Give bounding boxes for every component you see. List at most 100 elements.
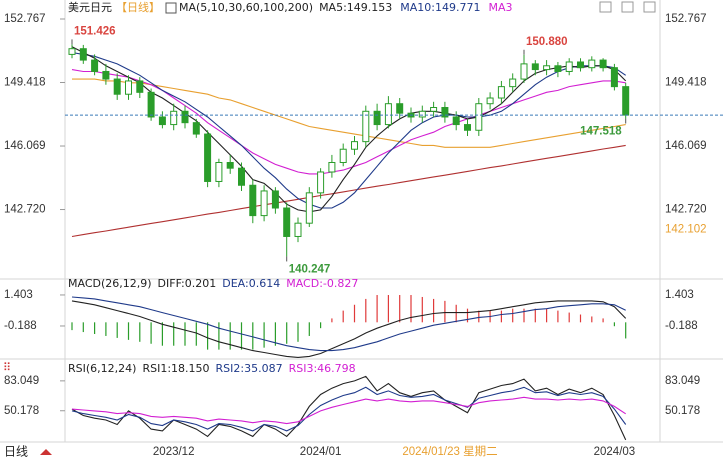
candle-body xyxy=(215,162,223,182)
candle-body xyxy=(136,80,144,93)
ma-params: MA(5,10,30,60,100,200) xyxy=(179,1,313,14)
candle-body xyxy=(249,184,257,217)
series-line xyxy=(71,144,626,238)
candle-body xyxy=(181,110,189,124)
series-line xyxy=(71,300,627,358)
y-tick-label: 152.767 xyxy=(4,13,46,25)
series-line xyxy=(72,78,626,148)
panel-frame xyxy=(0,0,723,443)
period: 【日线】 xyxy=(116,0,160,14)
candle-body xyxy=(226,162,234,169)
candle-body xyxy=(520,63,528,80)
candle-body xyxy=(158,116,166,126)
x-tick-label: 2023/12 xyxy=(153,446,195,458)
candle-body xyxy=(328,162,336,173)
period-toggle[interactable] xyxy=(40,449,52,455)
ma-icon xyxy=(165,2,177,14)
extreme-label: 151.426 xyxy=(74,25,116,37)
y-tick-label: 142.720 xyxy=(4,204,46,216)
candle-body xyxy=(170,110,178,126)
y-tick-label: 50.178 xyxy=(665,405,700,417)
candle-body xyxy=(486,97,494,105)
footer-period[interactable]: 日线 xyxy=(4,445,28,459)
candle-body xyxy=(610,67,618,88)
candle-body xyxy=(125,80,132,95)
y-tick-label: 146.069 xyxy=(665,140,707,152)
candle-body xyxy=(475,103,483,131)
y-tick-label: 142.720 xyxy=(665,204,707,216)
y-tick-label: 152.767 xyxy=(665,13,707,25)
legend-item: RSI3:46.798 xyxy=(289,362,356,375)
candle-body xyxy=(317,171,325,194)
y-tick-label: -0.188 xyxy=(665,320,698,332)
series-line xyxy=(71,375,627,441)
legend-item: DIFF:0.201 xyxy=(158,277,217,290)
y-tick-label: 83.049 xyxy=(4,375,39,387)
legend-item: RSI2:35.087 xyxy=(216,362,283,375)
candle-body xyxy=(452,116,460,126)
symbol: 美元日元 xyxy=(68,1,112,14)
candle-body xyxy=(294,222,302,237)
candle-body xyxy=(396,103,404,114)
candle-body xyxy=(192,122,200,135)
candle-body xyxy=(271,190,279,209)
ma-legend: MA10:149.771 xyxy=(400,1,480,14)
candle-body xyxy=(441,107,449,118)
series-line xyxy=(71,46,627,213)
ma-legend: MA3 xyxy=(489,1,513,14)
candle-body xyxy=(588,59,596,69)
candle-body xyxy=(113,78,121,95)
y-tick-label: -0.188 xyxy=(4,320,37,332)
candle-body xyxy=(79,48,87,61)
legend-item: RSI1:18.150 xyxy=(142,362,209,375)
y-tick-label: 50.178 xyxy=(4,405,39,417)
extreme-label: 140.247 xyxy=(289,263,331,275)
candle-body xyxy=(68,48,76,55)
candle-body xyxy=(339,148,347,163)
candle-body xyxy=(384,103,392,126)
ma-legend: MA5:149.153 xyxy=(319,1,392,14)
candle-body xyxy=(238,167,245,186)
y-tick-label: 146.069 xyxy=(4,140,46,152)
candle-body xyxy=(622,86,630,116)
toolbar-icons[interactable] xyxy=(599,1,656,13)
candle-body xyxy=(102,70,110,80)
x-tick-label: 2024/03 xyxy=(594,446,636,458)
candle-body xyxy=(260,190,268,217)
candle-body xyxy=(430,107,438,112)
legend-item: DEA:0.614 xyxy=(222,277,280,290)
candle-body xyxy=(497,86,505,99)
candle-body xyxy=(531,63,539,71)
candle-body xyxy=(418,110,426,118)
candle-body xyxy=(147,91,155,118)
series-line xyxy=(71,296,626,352)
candle-body xyxy=(577,61,584,69)
candle-body xyxy=(283,207,291,237)
candle-body xyxy=(305,192,313,224)
right-value-label: 142.102 xyxy=(665,223,707,235)
x-tick-label: 2024/01 xyxy=(300,446,342,458)
y-tick-label: 83.049 xyxy=(665,375,700,387)
candle-body xyxy=(543,65,551,71)
header: 美元日元 【日线】 MA(5,10,30,60,100,200) xyxy=(68,0,313,14)
candle-body xyxy=(565,61,573,72)
cursor-date: 2024/01/23 星期二 xyxy=(402,445,497,458)
candle-body xyxy=(373,110,381,126)
panel-title: RSI(6,12,24) xyxy=(68,362,136,375)
candle-body xyxy=(509,78,517,88)
candle-body xyxy=(554,65,562,72)
candle-body xyxy=(204,133,212,182)
y-tick-label: 149.418 xyxy=(665,77,707,89)
panel-menu-icon[interactable]: ⠿ xyxy=(3,361,11,374)
y-tick-label: 1.403 xyxy=(4,289,33,301)
candle-body xyxy=(464,124,471,131)
candle-body xyxy=(599,59,607,69)
panel-title: MACD(26,12,9) xyxy=(68,277,152,290)
y-tick-label: 149.418 xyxy=(4,77,46,89)
legend-item: MACD:-0.827 xyxy=(286,277,358,290)
series-line xyxy=(71,51,627,209)
series-line xyxy=(71,386,627,432)
y-tick-label: 1.403 xyxy=(665,289,694,301)
candle-body xyxy=(91,59,99,72)
